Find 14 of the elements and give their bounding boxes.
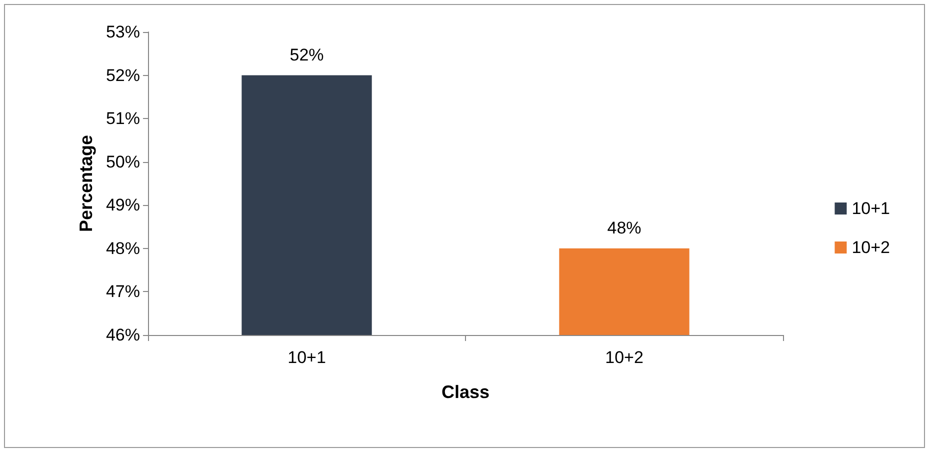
y-tick-label: 46% xyxy=(106,326,140,344)
legend-label: 10+2 xyxy=(852,238,890,257)
data-label: 52% xyxy=(290,45,324,64)
y-tick-label: 52% xyxy=(106,66,140,85)
y-tick-label: 47% xyxy=(106,282,140,302)
y-axis-title: Percentage xyxy=(76,134,96,232)
y-tick-label: 53% xyxy=(106,22,140,42)
y-tick-label: 48% xyxy=(106,238,140,258)
x-axis-title: Class xyxy=(441,382,490,402)
y-tick-label: 51% xyxy=(106,109,140,128)
y-tick-label: 49% xyxy=(106,196,140,215)
legend-label: 10+1 xyxy=(852,199,890,218)
y-tick-label: 50% xyxy=(106,152,140,172)
data-label: 48% xyxy=(607,218,642,238)
